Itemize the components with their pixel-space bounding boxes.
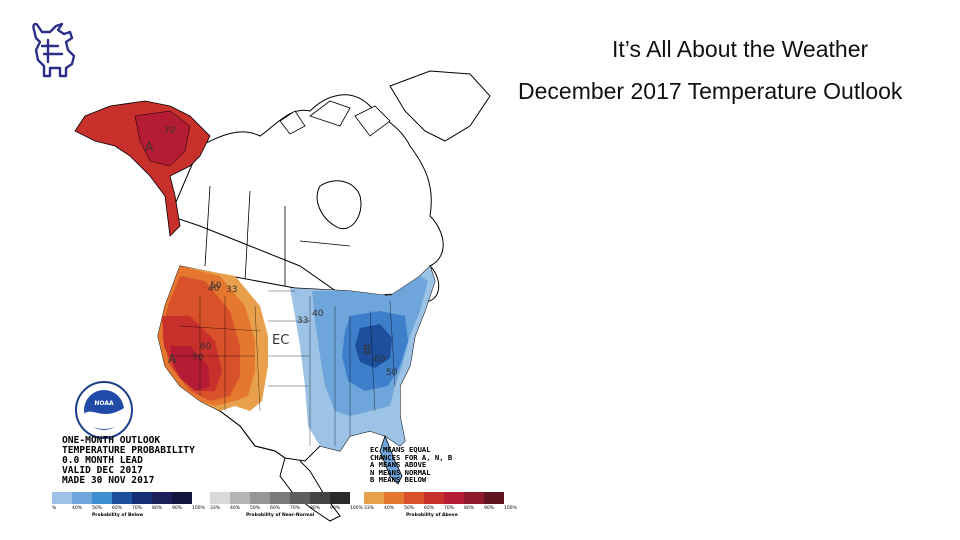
map-label-west-33: 33	[226, 285, 237, 295]
scale-below-swatch	[52, 492, 72, 504]
scale-above-swatches	[364, 492, 504, 504]
scale-above-tick: 80%	[464, 506, 475, 511]
scale-above-tick: 40%	[384, 506, 395, 511]
scale-below-ticks: % 40% 50% 60% 70% 80% 90% 100%	[52, 506, 212, 511]
map-label-ec: EC	[272, 333, 289, 348]
scale-above-swatch	[484, 492, 504, 504]
map-label-west-a: A	[168, 352, 177, 366]
scale-normal-swatches	[210, 492, 350, 504]
map-label-east-40: 40	[312, 309, 324, 319]
scale-normal-swatch	[210, 492, 230, 504]
scale-normal-swatch	[310, 492, 330, 504]
scale-below-tick: 100%	[192, 506, 205, 511]
scale-below-swatch	[92, 492, 112, 504]
scale-normal-tick: 50%	[250, 506, 261, 511]
noaa-logo-icon: NOAA	[75, 381, 133, 439]
scale-above-swatch	[404, 492, 424, 504]
scale-above: 33% 40% 50% 60% 70% 80% 90% 100% Probability of…	[364, 492, 517, 518]
scale-normal-tick: 70%	[290, 506, 301, 511]
key-line: N MEANS NORMAL	[370, 467, 431, 477]
continent-outline	[169, 94, 444, 303]
scale-below-swatch	[172, 492, 192, 504]
key-line: CHANCES FOR A, N, B	[370, 452, 453, 462]
scale-below-swatch	[72, 492, 92, 504]
scale-above-swatch	[384, 492, 404, 504]
scale-above-tick: 70%	[444, 506, 455, 511]
scale-below: % 40% 50% 60% 70% 80% 90% 100% Probability of B…	[52, 492, 205, 518]
scale-normal-tick: 80%	[310, 506, 321, 511]
florida-outline	[379, 434, 403, 485]
scale-normal-swatch	[270, 492, 290, 504]
slide-title-line2: December 2017 Temperature Outlook	[518, 78, 903, 104]
key-line: A MEANS ABOVE	[370, 460, 427, 469]
alaska-70-region	[134, 110, 191, 167]
scale-above-ticks: 33% 40% 50% 60% 70% 80% 90% 100%	[364, 506, 524, 511]
scale-below-swatch	[112, 492, 132, 504]
province-lines	[204, 185, 351, 286]
scale-below-caption: Probability of Below	[92, 513, 144, 518]
map-label-west-40: 40	[208, 284, 220, 294]
outlook-line: 0.0 MONTH LEAD	[62, 455, 143, 466]
hudson-bay	[316, 180, 362, 229]
greenland-outline	[389, 70, 491, 142]
arctic-islands	[279, 100, 391, 137]
map-label-west-70: 70	[192, 353, 204, 363]
scale-normal-swatch	[230, 492, 250, 504]
key-line: EC MEANS EQUAL	[370, 445, 431, 454]
scale-above-tick: 90%	[484, 506, 495, 511]
bull-logo-icon	[32, 22, 76, 78]
outlook-info-block: ONE-MONTH OUTLOOK TEMPERATURE PROBABILIT…	[62, 436, 195, 486]
slide-title-line1: It’s All About the Weather	[612, 36, 869, 62]
scale-normal-caption: Probability of Near-Normal	[246, 513, 315, 518]
scale-below-swatches	[52, 492, 192, 504]
scale-normal-tick: 60%	[270, 506, 281, 511]
scale-below-tick: 40%	[72, 506, 83, 511]
map-label-alaska-70: 70	[164, 126, 176, 136]
scale-normal-tick: 40%	[230, 506, 241, 511]
scale-above-swatch	[424, 492, 444, 504]
scale-normal: 33% 40% 50% 60% 70% 80% 90% 100% Probability of…	[210, 492, 363, 518]
scale-below-tick: 50%	[92, 506, 103, 511]
map-label-east-60: 60	[374, 355, 386, 365]
scale-above-tick: 60%	[424, 506, 435, 511]
outlook-line: ONE-MONTH OUTLOOK	[62, 435, 161, 446]
key-line: B MEANS BELOW	[370, 475, 427, 484]
scale-below-swatch	[132, 492, 152, 504]
outlook-line: VALID DEC 2017	[62, 465, 143, 476]
map-key-block: EC MEANS EQUAL CHANCES FOR A, N, B A MEA…	[370, 446, 452, 484]
scale-above-tick: 33%	[364, 506, 375, 511]
state-lines	[175, 290, 396, 446]
scale-below-tick: %	[52, 506, 57, 511]
scale-below-tick: 70%	[132, 506, 143, 511]
outlook-line: TEMPERATURE PROBABILITY	[62, 445, 195, 456]
scale-below-tick: 60%	[112, 506, 123, 511]
outlook-line: MADE 30 NOV 2017	[62, 475, 155, 486]
temperature-outlook-map: A 70 50 40 33 60 70 A 40 33 B 50 60 EC	[50, 66, 510, 536]
map-label-alaska-a: A	[145, 140, 154, 154]
scale-normal-ticks: 33% 40% 50% 60% 70% 80% 90% 100%	[210, 506, 370, 511]
scale-above-swatch	[444, 492, 464, 504]
map-label-east-b: B	[363, 343, 371, 357]
scale-normal-tick: 33%	[210, 506, 221, 511]
scale-normal-tick: 90%	[330, 506, 341, 511]
scale-above-tick: 100%	[504, 506, 517, 511]
scale-above-tick: 50%	[404, 506, 415, 511]
north-america-map: A 70 50 40 33 60 70 A 40 33 B 50 60 EC	[74, 70, 491, 522]
map-label-west-50: 50	[210, 281, 222, 291]
scale-below-swatch	[152, 492, 172, 504]
map-label-east-50: 50	[386, 368, 398, 378]
scale-normal-swatch	[290, 492, 310, 504]
east-below-60	[355, 324, 392, 368]
scale-normal-tick: 100%	[350, 506, 363, 511]
map-label-west-60: 60	[200, 342, 212, 352]
scale-below-tick: 80%	[152, 506, 163, 511]
scale-above-swatch	[464, 492, 484, 504]
scale-below-tick: 90%	[172, 506, 183, 511]
noaa-logo-label: NOAA	[94, 400, 114, 407]
scale-above-swatch	[364, 492, 384, 504]
scale-normal-swatch	[250, 492, 270, 504]
scale-above-caption: Probability of Above	[406, 513, 458, 518]
scale-normal-swatch	[330, 492, 350, 504]
